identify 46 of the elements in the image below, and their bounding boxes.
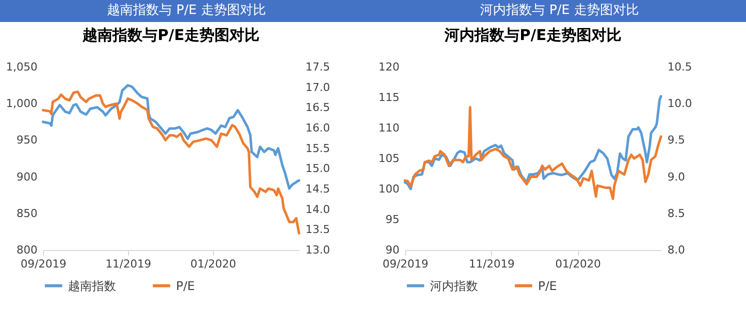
y2-tick-label: 15.0 — [306, 162, 330, 176]
y-tick-label: 90 — [386, 244, 400, 256]
y2-tick-label: 17.5 — [306, 60, 330, 74]
y2-tick-label: 8.0 — [668, 244, 685, 256]
y-tick-label: 1,000 — [6, 97, 38, 110]
legend-label: P/E — [538, 278, 557, 293]
chart-subtitle: 河内指数与 P/E 走势图对比 — [373, 0, 746, 22]
y2-tick-label: 15.5 — [306, 142, 330, 155]
y-tick-label: 95 — [386, 213, 400, 226]
line-series — [404, 106, 662, 200]
y-tick-label: 115 — [378, 91, 400, 104]
y-tick-label: 800 — [16, 244, 38, 256]
y2-tick-label: 14.0 — [306, 202, 330, 216]
y-tick-label: 1,050 — [6, 60, 38, 74]
y-tick-label: 900 — [16, 170, 38, 184]
x-tick-label: 11/2019 — [106, 258, 152, 270]
x-tick-label: 11/2019 — [468, 258, 515, 270]
chart-title: 河内指数与P/E走势图对比 — [444, 26, 622, 44]
x-tick-label: 09/2019 — [20, 258, 66, 270]
y2-tick-label: 16.5 — [306, 101, 330, 114]
chart-title: 越南指数与P/E走势图对比 — [82, 26, 260, 44]
y2-tick-label: 14.5 — [306, 182, 330, 196]
y-tick-label: 105 — [378, 152, 400, 165]
y2-tick-label: 10.5 — [668, 60, 692, 74]
y2-tick-label: 9.5 — [668, 134, 685, 147]
legend-label: P/E — [176, 278, 195, 293]
y2-tick-label: 9.0 — [668, 170, 685, 184]
legend-label: 河内指数 — [430, 278, 478, 293]
y-tick-label: 120 — [378, 60, 400, 74]
line-series — [42, 90, 300, 235]
y2-tick-label: 13.5 — [306, 223, 330, 236]
y2-tick-label: 8.5 — [668, 206, 685, 220]
legend-label: 越南指数 — [68, 278, 116, 293]
chart-subtitle: 越南指数与 P/E 走势图对比 — [0, 0, 373, 22]
y2-tick-label: 10.0 — [668, 97, 692, 110]
x-tick-label: 01/2020 — [190, 258, 236, 270]
y-tick-label: 850 — [16, 206, 38, 220]
y2-tick-label: 17.0 — [306, 80, 330, 94]
x-tick-label: 09/2019 — [382, 258, 428, 270]
y2-tick-label: 13.0 — [306, 244, 330, 256]
y-tick-label: 950 — [16, 134, 38, 147]
x-tick-label: 01/2020 — [555, 258, 601, 270]
y-tick-label: 100 — [378, 182, 400, 196]
y-tick-label: 110 — [378, 122, 400, 134]
line-series — [42, 84, 300, 190]
y2-tick-label: 16.0 — [306, 122, 330, 134]
